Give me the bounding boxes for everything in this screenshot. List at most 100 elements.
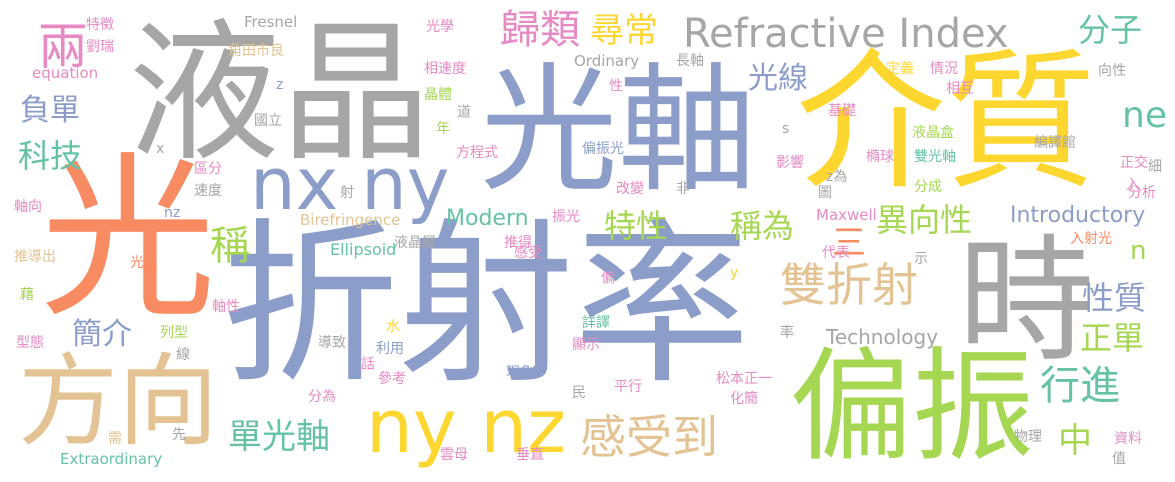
word: Technology <box>826 325 939 349</box>
word: 三 <box>832 223 866 263</box>
word: Fresnel <box>244 13 298 31</box>
word: 現象 <box>506 365 534 381</box>
word: 水 <box>386 319 400 335</box>
word: 折射率 <box>222 203 751 408</box>
word: 利用 <box>376 341 404 357</box>
word: Birefringence <box>300 211 401 229</box>
word: 光束 <box>130 255 158 271</box>
word: 入射光 <box>1070 231 1112 247</box>
word: 軸性 <box>212 299 240 315</box>
word: 光 <box>40 137 217 342</box>
word: z為 <box>826 169 848 185</box>
word: 方程式 <box>456 145 498 161</box>
word: 需 <box>108 431 122 447</box>
word: 尋常 <box>590 11 658 51</box>
word: 感受 <box>514 245 542 261</box>
word: 介質 <box>796 36 1097 210</box>
word: 劉瑞 <box>86 39 114 55</box>
word: 光線 <box>748 61 808 96</box>
word: 相互 <box>946 81 974 97</box>
word: 物理 <box>1014 429 1042 445</box>
word: 稱 <box>210 223 250 269</box>
word: 分子 <box>1078 11 1143 49</box>
word: 單光軸 <box>228 417 330 457</box>
word: 偏振光 <box>582 141 624 157</box>
word: Maxwell <box>816 206 877 224</box>
word: 歸類 <box>500 7 580 53</box>
word: y <box>730 265 739 281</box>
word: 速度 <box>194 183 222 199</box>
word: n <box>1130 236 1147 266</box>
word: 偏振 <box>790 336 1034 478</box>
word: Ordinary <box>574 52 640 70</box>
word: 定義 <box>886 61 914 77</box>
word: nx ny <box>250 142 450 226</box>
word: 液晶層 <box>394 235 436 251</box>
word: 影響 <box>776 155 804 171</box>
word: Extraordinary <box>60 450 163 468</box>
word: 情況 <box>930 61 958 77</box>
word: 振光 <box>552 209 580 225</box>
word: 稱為 <box>730 207 795 245</box>
word: 雙光軸 <box>914 149 956 165</box>
word: ne <box>1122 95 1167 136</box>
word: 入 <box>1126 177 1140 193</box>
word: 分析 <box>1128 185 1156 201</box>
word: s <box>782 121 790 137</box>
word: 射 <box>340 185 354 201</box>
word: 行進 <box>1040 363 1120 409</box>
word: 橢球 <box>866 149 894 165</box>
word: equation <box>32 64 99 82</box>
word: 異向性 <box>876 201 973 239</box>
word: 線 <box>176 347 190 363</box>
word: Ellipsoid <box>330 240 397 259</box>
word: 話 <box>359 356 375 370</box>
word: 年 <box>436 121 450 137</box>
word: 長軸 <box>676 53 704 69</box>
word: 兩 <box>38 18 88 76</box>
word: 率 <box>780 325 794 341</box>
word: Modern <box>446 206 529 231</box>
word: 顯示 <box>572 337 600 353</box>
word: 性 <box>607 78 623 92</box>
word: 推得 <box>504 235 532 251</box>
word: 液晶盒 <box>912 125 954 141</box>
word: 基礎 <box>828 103 856 119</box>
word: 編譯館 <box>1034 135 1076 151</box>
word: 性質 <box>1082 279 1147 317</box>
word: 垂直 <box>516 447 544 463</box>
word: 特性 <box>604 207 669 245</box>
word: 科技 <box>18 137 83 175</box>
word: 光軸 <box>480 50 757 211</box>
word: 細 <box>1148 159 1162 175</box>
word: nz <box>164 205 181 221</box>
word: 分為 <box>308 389 336 405</box>
word: 道 <box>455 104 471 118</box>
word: 區分 <box>194 161 222 177</box>
word: 方向 <box>18 343 218 460</box>
word: 參考 <box>378 371 406 387</box>
word: 資料 <box>1114 431 1142 447</box>
word: 列型 <box>160 325 188 341</box>
word: 簡介 <box>72 317 132 352</box>
word: 推導出 <box>14 249 56 265</box>
word: 特徵 <box>86 17 114 33</box>
word: x <box>156 141 165 157</box>
word: 感受到 <box>580 410 718 464</box>
word: 非 <box>676 181 690 197</box>
word: 藉 <box>20 287 34 303</box>
word: 角田市良 <box>228 43 284 59</box>
word: 國立 <box>254 113 282 129</box>
word: 改變 <box>616 181 644 197</box>
word: 先 <box>172 427 186 443</box>
word: Introductory <box>1010 203 1146 228</box>
word: 相速度 <box>424 61 466 77</box>
word: Refractive Index <box>683 11 1009 57</box>
word: 正單 <box>1080 319 1145 357</box>
word: z <box>276 77 284 93</box>
word: ny nz <box>366 384 566 470</box>
word: 時 <box>958 223 1094 381</box>
word: 導致 <box>318 335 346 351</box>
word: 軸向 <box>14 199 42 215</box>
